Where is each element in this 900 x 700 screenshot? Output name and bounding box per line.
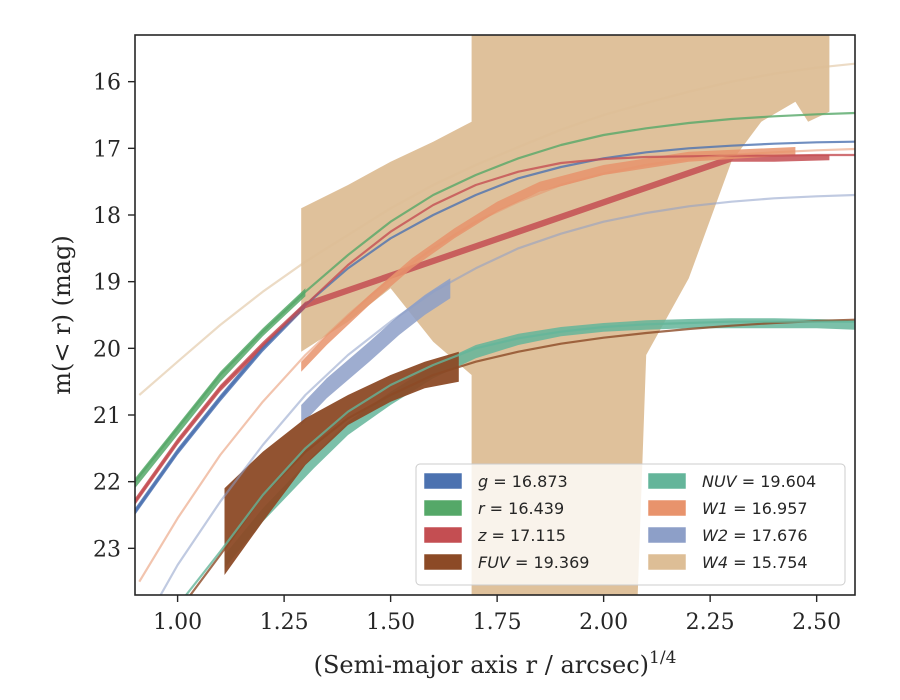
legend-symbol: z [477, 526, 487, 545]
legend-value: = 16.439 [485, 499, 565, 518]
legend-box [415, 463, 846, 586]
x-axis-title: (Semi-major axis r / arcsec)1/4 [314, 648, 677, 679]
y-tick-label: 23 [93, 537, 121, 562]
legend-swatch-g [423, 472, 463, 490]
y-tick-label: 16 [93, 71, 121, 96]
legend-symbol: FUV [478, 553, 511, 572]
legend-symbol: g [478, 472, 488, 491]
x-tick-label: 2.00 [579, 610, 628, 635]
legend-value: = 17.115 [486, 526, 566, 545]
legend-swatch-nuv [647, 472, 687, 490]
y-tick-label: 17 [93, 137, 121, 162]
legend-swatch-w1 [647, 499, 687, 517]
model-curve-r [135, 111, 855, 483]
model-curve-g [135, 140, 855, 513]
model-curve-z [135, 153, 855, 503]
band-w2 [301, 278, 451, 425]
legend-value: = 19.369 [510, 553, 590, 572]
x-tick-label: 1.25 [260, 610, 309, 635]
plot-frame [134, 34, 856, 596]
model-curve-w2 [159, 193, 855, 595]
legend-swatch-w2 [647, 526, 687, 544]
legend-swatch-z [423, 526, 463, 544]
x-tick-label: 2.25 [686, 610, 735, 635]
legend-symbol: NUV [702, 472, 738, 491]
legend-label-w2: W2 = 17.676 [702, 526, 808, 545]
legend-label-z: z = 17.115 [477, 526, 566, 545]
legend-label-w4: W4 = 15.754 [702, 553, 808, 572]
legend-label-r: r = 16.439 [478, 499, 564, 518]
legend-value: = 16.873 [488, 472, 568, 491]
legend-value: = 16.957 [728, 499, 808, 518]
model-curve-nuv [185, 320, 855, 595]
x-axis-title-superscript: 1/4 [649, 648, 676, 668]
x-tick-label: 1.50 [366, 610, 415, 635]
y-tick-label: 20 [93, 337, 121, 362]
y-axis-title: m(< r) (mag) [48, 235, 76, 394]
legend-label-fuv: FUV = 19.369 [478, 553, 589, 572]
model-curve-w4 [138, 62, 855, 396]
x-tick-label: 2.50 [792, 610, 841, 635]
legend-value: = 19.604 [737, 472, 817, 491]
legend-symbol: W1 [702, 499, 728, 518]
legend-label-g: g = 16.873 [478, 472, 568, 491]
y-tick-label: 18 [93, 204, 121, 229]
legend-label-nuv: NUV = 19.604 [702, 472, 816, 491]
model-curve-w1 [138, 147, 855, 583]
model-curve-fuv [189, 318, 855, 595]
x-axis: 1.00 1.25 1.50 1.75 2.00 2.25 2.50 [153, 595, 841, 635]
x-tick-label: 1.75 [473, 610, 522, 635]
model-curves [135, 62, 855, 595]
legend-symbol: r [478, 499, 486, 518]
y-tick-label: 21 [93, 404, 121, 429]
legend-swatch-fuv [423, 553, 463, 571]
y-tick-label: 19 [93, 271, 121, 296]
legend-swatch-r [423, 499, 463, 517]
legend-value: = 15.754 [728, 553, 808, 572]
x-tick-label: 1.00 [153, 610, 202, 635]
band-w4 [301, 35, 830, 595]
y-tick-label: 22 [93, 471, 121, 496]
x-axis-title-text: (Semi-major axis r / arcsec) [314, 651, 649, 679]
legend-swatch-w4 [647, 553, 687, 571]
legend-label-w1: W1 = 16.957 [702, 499, 808, 518]
legend-symbol: W4 [702, 553, 728, 572]
y-axis: 16 17 18 19 20 21 22 23 [93, 71, 135, 562]
legend-value: = 17.676 [728, 526, 808, 545]
legend-symbol: W2 [702, 526, 728, 545]
